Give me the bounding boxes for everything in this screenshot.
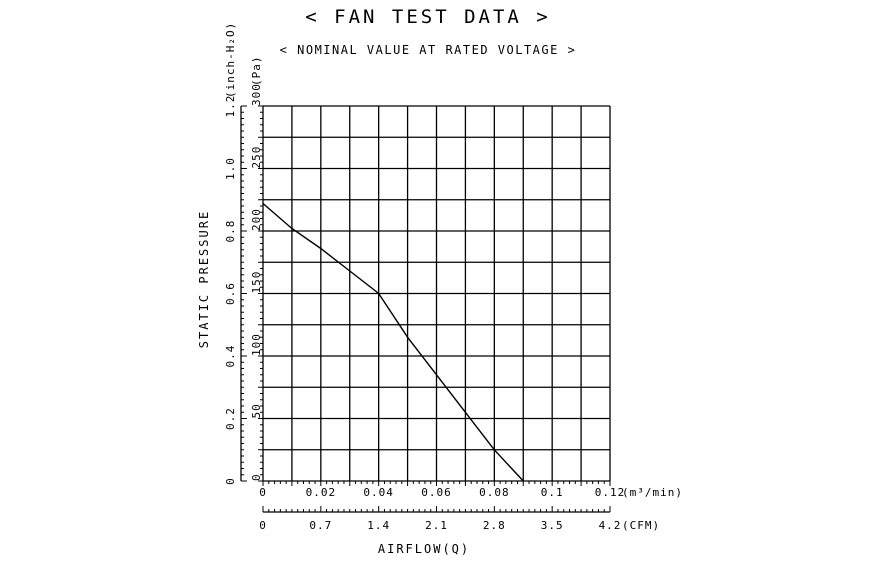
y-tick-label-inch: 0.2 <box>224 407 237 430</box>
x-tick-label-m3min: 0.02 <box>306 486 337 499</box>
x-tick-label-cfm: 2.1 <box>425 519 448 532</box>
x-tick-label-m3min: 0 <box>259 486 267 499</box>
y-tick-label-inch: 1.0 <box>224 157 237 180</box>
chart-subtitle: < NOMINAL VALUE AT RATED VOLTAGE > <box>280 43 577 57</box>
plot-grid <box>262 105 611 482</box>
x-tick-label-cfm: 4.2 <box>599 519 622 532</box>
x-tick-label-cfm: 3.5 <box>541 519 564 532</box>
y-tick-label-inch: 0.8 <box>224 220 237 243</box>
x-tick-label-cfm: 1.4 <box>367 519 390 532</box>
x-tick-label-m3min: 0.06 <box>421 486 452 499</box>
x-tick-label-cfm: 0.7 <box>309 519 332 532</box>
y-tick-label-pa: 250 <box>250 146 263 169</box>
x-axis-label: AIRFLOW(Q) <box>378 542 470 556</box>
x-tick-label-m3min: 0.12 <box>595 486 626 499</box>
y-tick-label-inch: 0.4 <box>224 345 237 368</box>
pq-curve <box>262 202 524 482</box>
y-tick-label-pa: 150 <box>250 271 263 294</box>
y-axis-unit-inch: (inch-H₂O) <box>224 22 237 98</box>
axes: 0 0.02 0.04 0.06 0.08 0.1 0.12(m³/min) 0 0.7 1.4 2… <box>224 22 683 532</box>
y-tick-label-pa: 200 <box>250 208 263 231</box>
series-layer <box>262 202 524 482</box>
chart-title: < FAN TEST DATA > <box>305 6 550 28</box>
y-tick-label-pa: 300 <box>250 83 263 106</box>
y-tick-label-pa: 50 <box>250 403 263 418</box>
y-tick-label-inch: 1.2 <box>224 95 237 118</box>
x-tick-label-m3min: 0.04 <box>363 486 394 499</box>
y-tick-label-inch: 0 <box>224 477 237 485</box>
y-axis-label: STATIC PRESSURE <box>197 210 211 348</box>
y-axis-unit-pa: (Pa) <box>250 56 263 87</box>
x-tick-label-cfm: 0 <box>259 519 267 532</box>
x-tick-label-m3min: 0.08 <box>479 486 510 499</box>
x-axis-unit-m3min: (m³/min) <box>622 486 683 499</box>
y-tick-label-pa: 100 <box>250 333 263 356</box>
y-tick-label-inch: 0.6 <box>224 282 237 305</box>
x-tick-label-m3min: 0.1 <box>541 486 564 499</box>
x-tick-label-cfm: 2.8 <box>483 519 506 532</box>
x-axis-unit-cfm: (CFM) <box>622 519 660 532</box>
y-tick-label-pa: 0 <box>250 473 263 481</box>
